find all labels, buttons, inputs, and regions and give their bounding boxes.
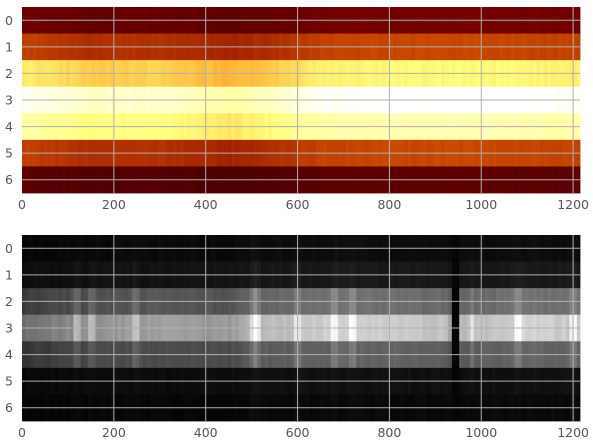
x-tick-label: 200 [102, 425, 126, 440]
x-tick-label: 0 [18, 197, 26, 212]
y-tick-label: 3 [5, 321, 13, 336]
x-tick-label: 1200 [557, 425, 589, 440]
y-tick-label: 6 [5, 400, 13, 415]
y-tick-label: 6 [5, 172, 13, 187]
x-tick-label: 200 [102, 197, 126, 212]
x-tick-label: 1000 [465, 197, 497, 212]
heatmap-1: 0 200 400 600 800 1000 1200 0 1 2 3 4 5 6 [5, 7, 589, 212]
x-tick-label: 800 [377, 425, 401, 440]
y-tick-label: 2 [5, 66, 13, 81]
x-tick-label: 800 [377, 197, 401, 212]
y-tick-label: 2 [5, 294, 13, 309]
heatmap-2: 0 200 400 600 800 1000 1200 0 1 2 3 4 5 6 [5, 235, 589, 440]
x-tick-label: 600 [286, 197, 310, 212]
x-tick-label: 600 [286, 425, 310, 440]
y-tick-label: 0 [5, 241, 13, 256]
y-tick-label: 4 [5, 347, 13, 362]
x-tick-label: 0 [18, 425, 26, 440]
grid-lines [22, 7, 580, 193]
grid-lines [22, 235, 580, 421]
y-tick-label: 5 [5, 146, 13, 161]
y-tick-label: 5 [5, 374, 13, 389]
y-tick-label: 3 [5, 93, 13, 108]
x-tick-label: 400 [194, 197, 218, 212]
x-tick-label: 1200 [557, 197, 589, 212]
x-tick-label: 1000 [465, 425, 497, 440]
y-tick-label: 4 [5, 119, 13, 134]
y-tick-label: 1 [5, 39, 13, 54]
x-tick-label: 400 [194, 425, 218, 440]
y-tick-label: 1 [5, 267, 13, 282]
y-tick-label: 0 [5, 13, 13, 28]
